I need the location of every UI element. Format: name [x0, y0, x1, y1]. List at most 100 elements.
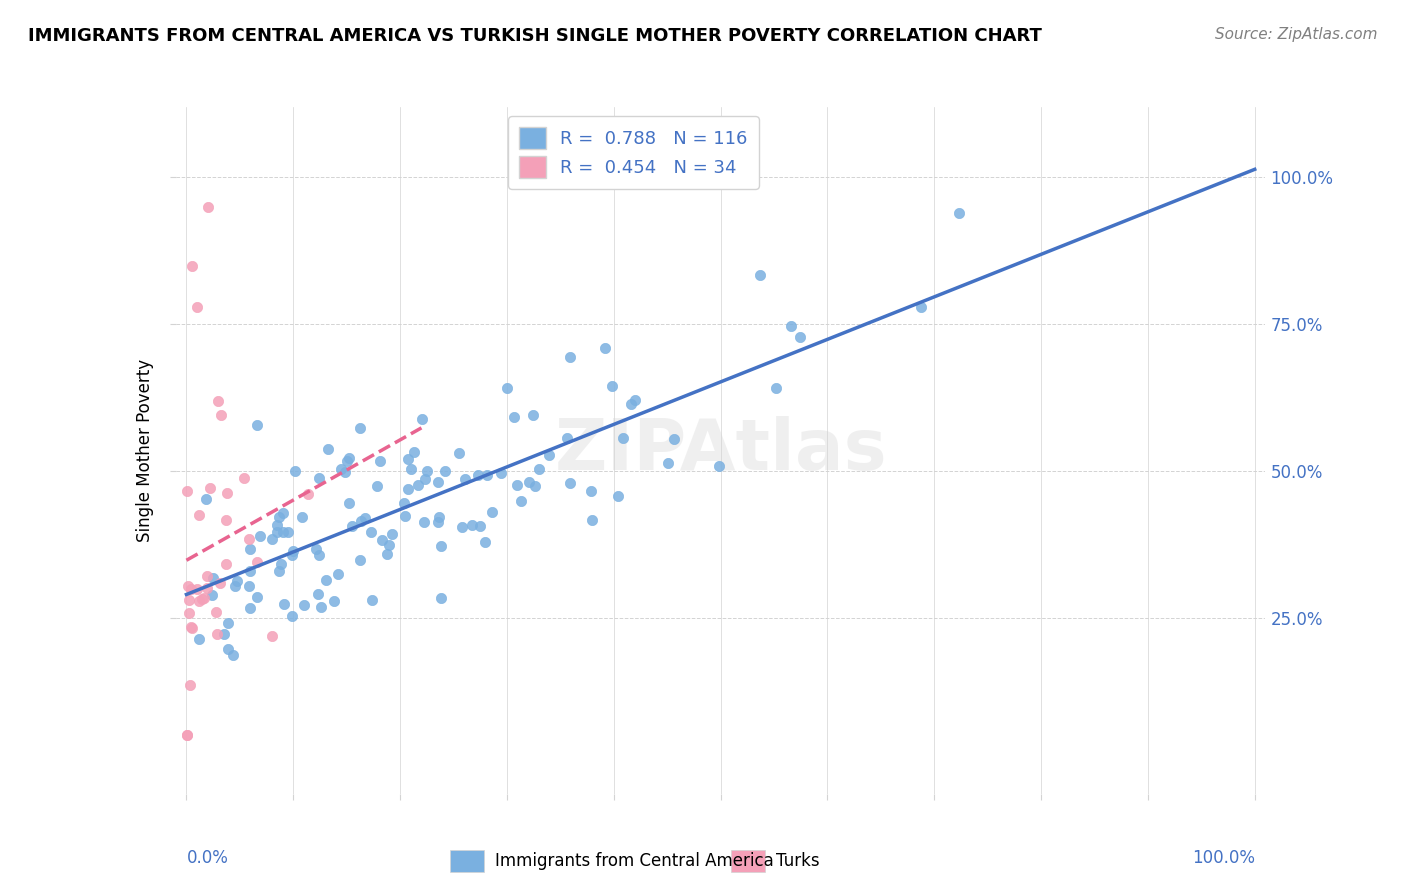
Point: [277, 525, 299, 540]
Point: [194, 492, 217, 507]
Point: [179, 678, 201, 692]
Point: [307, 587, 329, 601]
Point: [426, 475, 449, 489]
Point: [360, 524, 382, 539]
Point: [593, 342, 616, 356]
Point: [399, 462, 422, 476]
FancyBboxPatch shape: [450, 849, 484, 872]
Point: [187, 508, 209, 522]
Point: [527, 461, 550, 475]
Point: [502, 409, 524, 424]
Point: [309, 600, 332, 615]
Point: [522, 408, 544, 422]
Point: [371, 533, 394, 547]
Point: [239, 564, 262, 578]
Point: [748, 268, 770, 283]
Point: [217, 616, 239, 631]
Point: [600, 378, 623, 392]
Point: [664, 432, 686, 446]
Point: [281, 543, 304, 558]
Point: [291, 509, 314, 524]
Point: [447, 446, 470, 460]
Text: Turks: Turks: [776, 852, 820, 870]
Point: [349, 553, 371, 567]
Y-axis label: Single Mother Poverty: Single Mother Poverty: [136, 359, 155, 542]
Point: [657, 457, 679, 471]
Point: [245, 555, 267, 569]
Text: 100.0%: 100.0%: [1192, 849, 1254, 867]
Point: [475, 468, 498, 483]
Text: ZIPAtlas: ZIPAtlas: [554, 416, 887, 485]
Point: [197, 200, 219, 214]
Point: [224, 579, 246, 593]
Point: [451, 520, 474, 534]
Point: [406, 478, 429, 492]
Point: [368, 454, 391, 468]
Point: [910, 300, 932, 314]
Point: [948, 206, 970, 220]
Point: [177, 579, 200, 593]
Point: [789, 330, 811, 344]
Point: [361, 592, 384, 607]
Point: [396, 482, 419, 496]
Point: [209, 408, 232, 422]
Point: [281, 548, 304, 562]
Point: [180, 582, 202, 597]
Point: [238, 579, 260, 593]
Point: [176, 483, 198, 498]
Point: [396, 452, 419, 467]
Point: [195, 569, 218, 583]
Point: [205, 605, 228, 619]
Point: [271, 525, 294, 540]
Point: [262, 629, 284, 643]
Point: [271, 506, 294, 520]
Point: [349, 421, 371, 435]
Point: [201, 588, 224, 602]
Point: [709, 459, 731, 474]
Point: [505, 478, 527, 492]
Point: [215, 513, 238, 527]
Point: [297, 487, 319, 501]
Point: [180, 620, 202, 634]
Point: [179, 606, 201, 620]
Point: [620, 397, 643, 411]
Point: [273, 597, 295, 611]
Point: [538, 448, 561, 462]
Point: [394, 496, 416, 510]
Point: [280, 608, 302, 623]
Text: Immigrants from Central America: Immigrants from Central America: [495, 852, 773, 870]
Point: [426, 515, 449, 529]
FancyBboxPatch shape: [731, 849, 765, 872]
Point: [607, 489, 630, 503]
Point: [337, 451, 360, 466]
Point: [366, 479, 388, 493]
Point: [496, 381, 519, 395]
Point: [555, 431, 578, 445]
Point: [177, 592, 200, 607]
Point: [402, 445, 425, 459]
Point: [239, 542, 262, 557]
Point: [415, 472, 437, 486]
Text: IMMIGRANTS FROM CENTRAL AMERICA VS TURKISH SINGLE MOTHER POVERTY CORRELATION CHA: IMMIGRANTS FROM CENTRAL AMERICA VS TURKI…: [28, 27, 1042, 45]
Point: [581, 513, 603, 527]
Point: [225, 574, 247, 588]
Point: [195, 582, 218, 596]
Point: [198, 482, 221, 496]
Point: [308, 471, 330, 485]
Point: [217, 486, 239, 500]
Point: [411, 412, 433, 426]
Point: [217, 641, 239, 656]
Point: [191, 591, 214, 606]
Point: [176, 728, 198, 742]
Point: [579, 483, 602, 498]
Point: [412, 516, 434, 530]
Point: [350, 514, 373, 528]
Point: [292, 598, 315, 612]
Point: [509, 493, 531, 508]
Point: [342, 519, 364, 533]
Point: [381, 527, 404, 541]
Point: [430, 591, 453, 605]
Point: [558, 350, 581, 364]
Point: [222, 648, 245, 663]
Point: [612, 431, 634, 445]
